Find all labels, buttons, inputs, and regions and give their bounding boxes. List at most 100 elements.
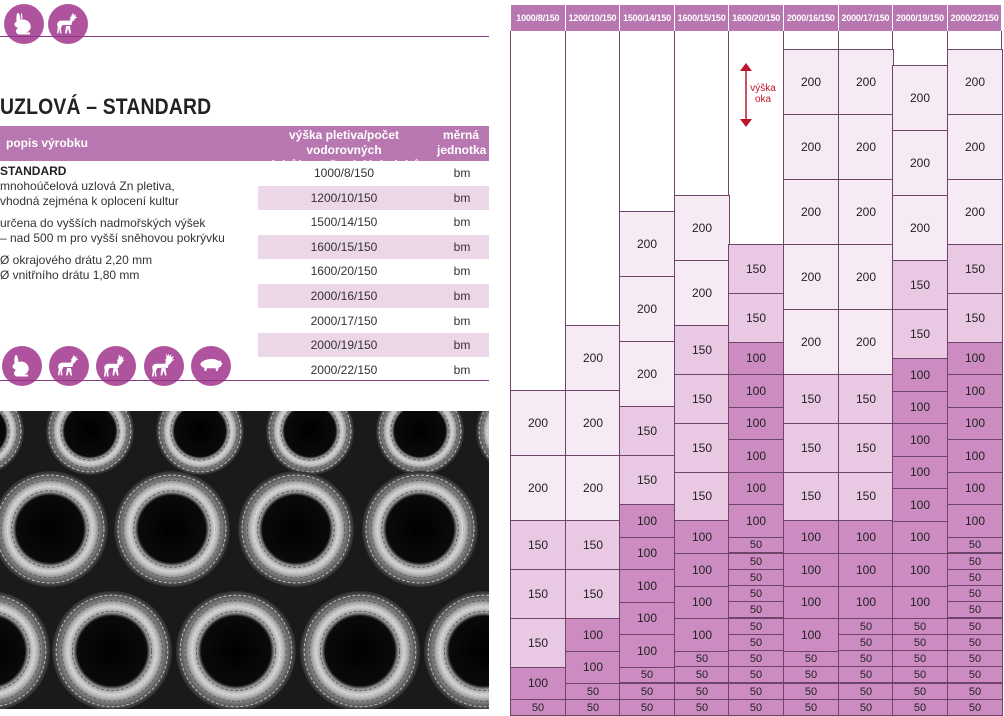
mesh-cell: 50 bbox=[728, 683, 784, 700]
spec-row: 1600/20/150 bm bbox=[258, 259, 489, 283]
wire-strand bbox=[0, 612, 31, 690]
mesh-cell: 50 bbox=[728, 650, 784, 667]
column-header: 1000/8/150 bbox=[511, 5, 565, 31]
mesh-cell: 200 bbox=[674, 260, 730, 326]
mesh-cell: 150 bbox=[783, 374, 839, 424]
mesh-cell: 50 bbox=[947, 536, 1003, 553]
wire-strand bbox=[66, 605, 158, 697]
mesh-cell: 100 bbox=[892, 390, 948, 424]
mesh-cell: 50 bbox=[783, 666, 839, 683]
mesh-cell: 200 bbox=[783, 244, 839, 310]
spec-row: 2000/16/150 bm bbox=[258, 284, 489, 308]
spec-unit: bm bbox=[453, 289, 471, 303]
column-header: 1500/14/150 bbox=[620, 5, 674, 31]
wire-strand bbox=[370, 479, 470, 579]
col-unit-label: měrná jednotka bbox=[437, 128, 487, 157]
mesh-cell: 100 bbox=[619, 536, 675, 570]
mesh-cell: 200 bbox=[892, 65, 948, 131]
spec-table-header: popis výrobku výška pletiva/počet vodoro… bbox=[0, 126, 489, 187]
description-line: určena do vyšších nadmořských výšek bbox=[0, 216, 206, 230]
column-header: 1600/20/150 bbox=[729, 5, 783, 31]
mesh-cell: 50 bbox=[947, 585, 1003, 602]
mesh-cell: 50 bbox=[728, 634, 784, 651]
mesh-cell: 200 bbox=[947, 114, 1003, 180]
mesh-cell: 50 bbox=[892, 699, 948, 716]
mesh-cell: 50 bbox=[728, 666, 784, 683]
wire-strand bbox=[52, 411, 128, 469]
column-header: 2000/19/150 bbox=[893, 5, 947, 31]
wire-strand bbox=[0, 411, 10, 453]
wire-strand bbox=[381, 490, 459, 568]
mesh-cell: 50 bbox=[838, 634, 894, 651]
mesh-cell: 200 bbox=[619, 341, 675, 407]
mesh-cell: 50 bbox=[783, 699, 839, 716]
mesh-cell: 50 bbox=[619, 666, 675, 683]
description-line: Ø okrajového drátu 2,20 mm bbox=[0, 253, 153, 267]
wire-strand bbox=[378, 411, 462, 473]
wire-strand bbox=[133, 490, 211, 568]
mesh-cell: 200 bbox=[838, 309, 894, 375]
description-line: Ø vnitřního drátu 1,80 mm bbox=[0, 268, 140, 282]
col-product-label: popis výrobku bbox=[6, 136, 89, 150]
mesh-cell: 150 bbox=[619, 406, 675, 456]
mesh-cell: 100 bbox=[510, 666, 566, 700]
mesh-cell: 50 bbox=[728, 618, 784, 635]
mesh-cell: 50 bbox=[838, 683, 894, 700]
spec-unit: bm bbox=[453, 264, 471, 279]
spec-unit: bm bbox=[453, 239, 471, 254]
wire-strand bbox=[162, 411, 238, 469]
mesh-cell: 100 bbox=[565, 650, 621, 684]
mesh-cell: 150 bbox=[783, 423, 839, 473]
mesh-height-annotation: výška oka bbox=[739, 62, 779, 128]
mesh-cell: 50 bbox=[892, 650, 948, 667]
spec-dimension: 2000/16/150 bbox=[310, 289, 378, 303]
description-line: vhodná zejména k oplocení kultur bbox=[0, 194, 179, 208]
wire-strand bbox=[365, 474, 475, 584]
mesh-cell: 50 bbox=[728, 699, 784, 716]
mesh-cell: 200 bbox=[565, 390, 621, 456]
icon-badge-elk bbox=[144, 346, 184, 386]
mesh-cell: 50 bbox=[674, 650, 730, 667]
product-photo bbox=[0, 411, 489, 709]
col-dimension-label: výška pletiva/počet vodorovných drátů/ro… bbox=[267, 128, 421, 187]
wire-strand bbox=[241, 474, 351, 584]
mesh-cell: 150 bbox=[674, 374, 730, 424]
wire-strand bbox=[185, 600, 287, 702]
mesh-cell: 50 bbox=[728, 553, 784, 570]
mesh-cell: 50 bbox=[838, 618, 894, 635]
mesh-cell: 100 bbox=[728, 406, 784, 440]
wire-strand bbox=[60, 411, 120, 461]
mesh-cell: 50 bbox=[783, 683, 839, 700]
wire-strand bbox=[122, 479, 222, 579]
product-description: STANDARD mnohoúčelová uzlová Zn pletiva,… bbox=[0, 164, 250, 290]
mesh-cell: 200 bbox=[838, 49, 894, 115]
mesh-cell: 50 bbox=[728, 569, 784, 586]
mesh-cell: 100 bbox=[892, 585, 948, 619]
mesh-cell: 200 bbox=[892, 130, 948, 196]
wire-coil bbox=[0, 471, 108, 587]
mesh-cell: 50 bbox=[619, 699, 675, 716]
icon-badge-deer bbox=[48, 4, 88, 44]
mesh-cell: 100 bbox=[783, 618, 839, 652]
mesh-cell: 200 bbox=[783, 114, 839, 180]
wire-coil bbox=[300, 591, 420, 709]
mesh-cell: 100 bbox=[728, 374, 784, 408]
mesh-cell: 100 bbox=[892, 520, 948, 554]
icon-badge-deer bbox=[49, 346, 89, 386]
mesh-cell: 150 bbox=[510, 569, 566, 619]
mesh-cell: 200 bbox=[565, 325, 621, 391]
mesh-cell: 50 bbox=[947, 634, 1003, 651]
wire-strand bbox=[252, 485, 340, 573]
mesh-cell: 100 bbox=[947, 504, 1003, 538]
rabbit-icon bbox=[12, 355, 29, 377]
mesh-cell: 200 bbox=[892, 195, 948, 261]
wire-strand bbox=[386, 411, 454, 465]
wire-strand bbox=[128, 485, 216, 573]
wire-strand bbox=[0, 411, 18, 463]
mesh-cell: 50 bbox=[947, 569, 1003, 586]
mesh-cell: 150 bbox=[728, 244, 784, 294]
wire-strand bbox=[0, 606, 36, 696]
mesh-cell: 50 bbox=[728, 536, 784, 553]
spec-dimension: 2000/22/150 bbox=[310, 362, 378, 377]
mesh-cell: 150 bbox=[947, 244, 1003, 294]
